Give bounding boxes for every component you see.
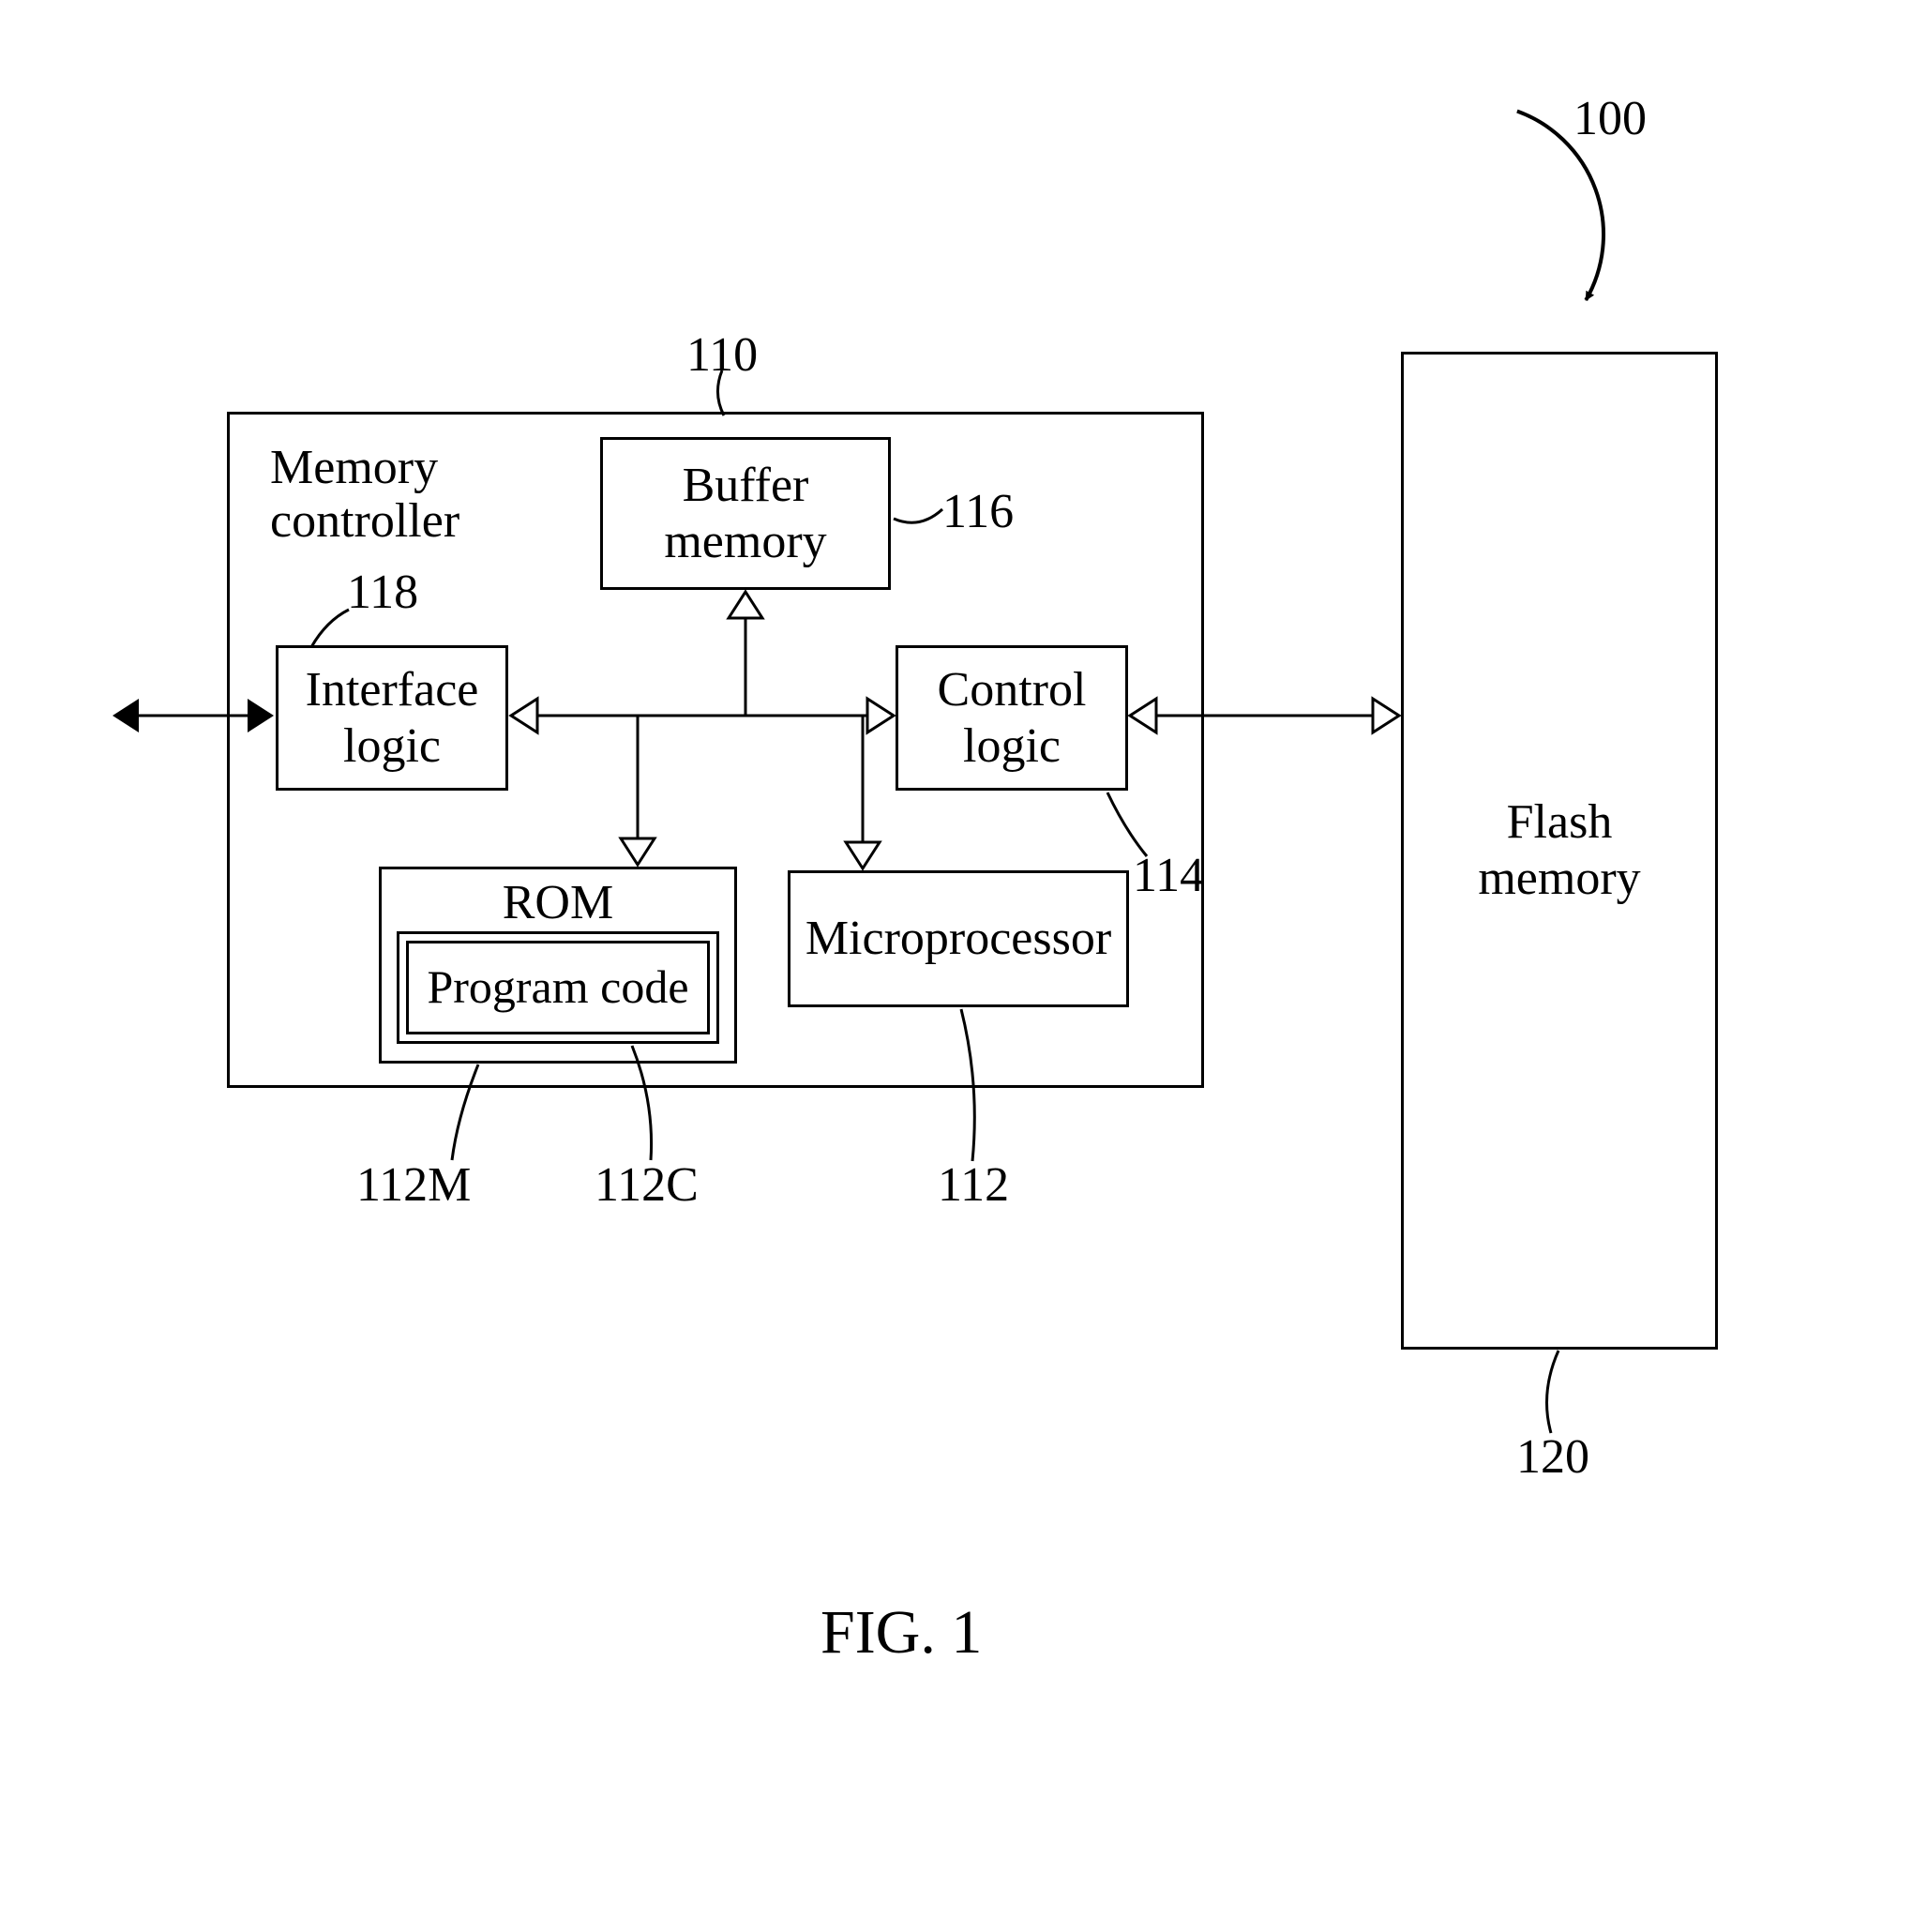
connectors — [0, 0, 1912, 1501]
figure-caption: FIG. 1 — [821, 1599, 982, 1668]
